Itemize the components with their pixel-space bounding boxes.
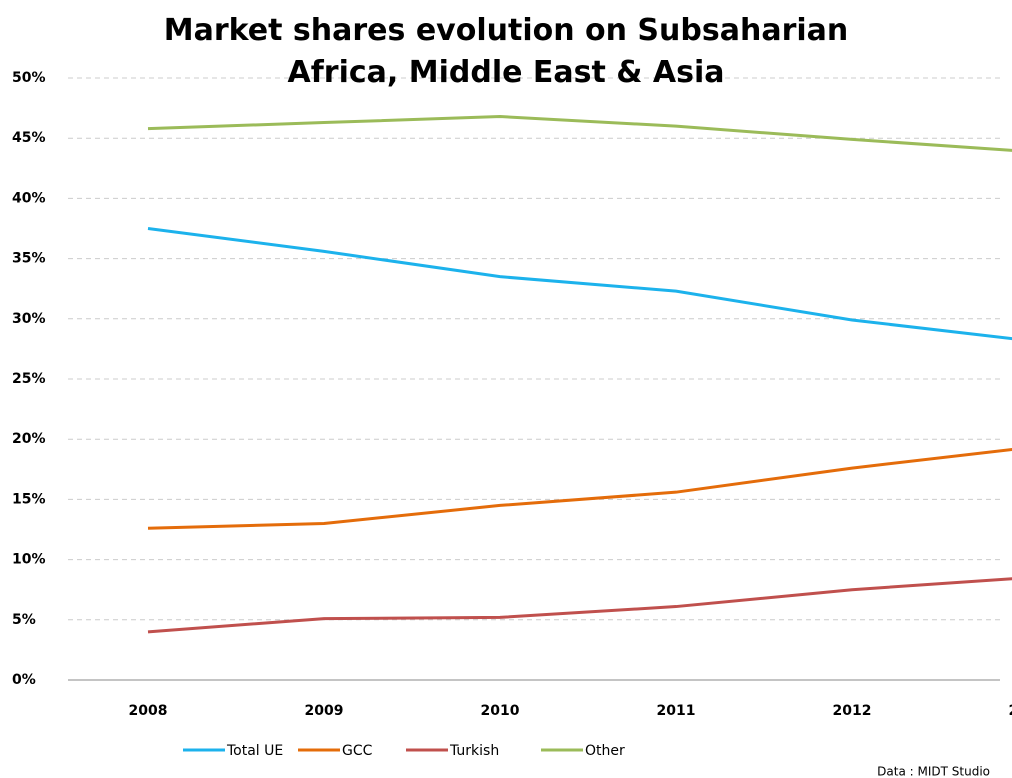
x-tick-label: 2010	[481, 703, 520, 719]
y-tick-label: 15%	[12, 491, 46, 507]
x-tick-label: 2008	[129, 703, 168, 719]
series-line	[147, 115, 1012, 152]
series-line	[147, 447, 1012, 530]
chart-title: Market shares evolution on Subsaharian A…	[163, 13, 849, 90]
x-tick-label: 2012	[833, 703, 872, 719]
y-tick-label: 40%	[12, 190, 46, 206]
y-tick-label: 10%	[12, 552, 46, 568]
y-tick-label: 20%	[12, 431, 46, 447]
legend-label: Total UE	[226, 743, 283, 759]
legend-label: Other	[585, 743, 625, 759]
source-note: Data : MIDT Studio	[877, 765, 990, 778]
series-line	[147, 577, 1012, 634]
x-tick-label: 2011	[657, 703, 696, 719]
legend-label: GCC	[342, 743, 373, 759]
y-tick-label: 45%	[12, 130, 46, 146]
x-tick-label: 2009	[305, 703, 344, 719]
y-tick-label: 35%	[12, 251, 46, 267]
y-tick-label: 30%	[12, 311, 46, 327]
y-tick-label: 0%	[12, 672, 36, 688]
y-tick-label: 25%	[12, 371, 46, 387]
y-tick-label: 50%	[12, 70, 46, 86]
series-line	[147, 227, 1012, 341]
y-tick-label: 5%	[12, 612, 36, 628]
legend-label: Turkish	[449, 743, 499, 759]
x-tick-label: 2013	[1009, 703, 1012, 719]
